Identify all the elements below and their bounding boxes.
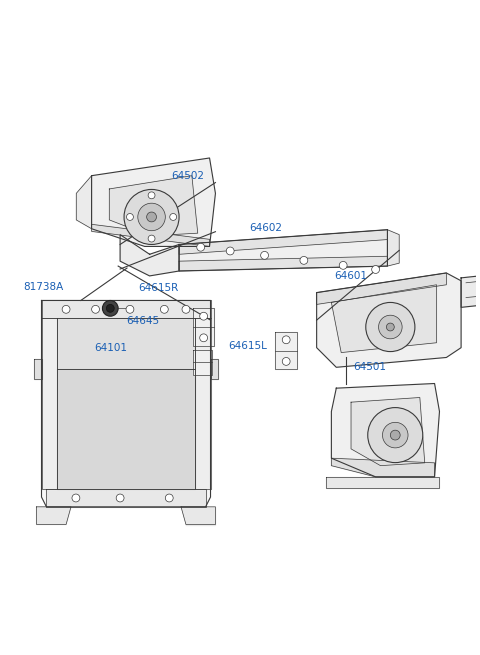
Circle shape	[372, 265, 380, 273]
Circle shape	[200, 312, 207, 320]
Circle shape	[92, 305, 99, 313]
Polygon shape	[193, 309, 215, 346]
Polygon shape	[211, 360, 218, 379]
Polygon shape	[331, 384, 440, 477]
Polygon shape	[57, 369, 195, 489]
Polygon shape	[41, 301, 211, 318]
Circle shape	[386, 323, 394, 331]
Circle shape	[72, 494, 80, 502]
Circle shape	[147, 212, 156, 222]
Circle shape	[170, 214, 177, 220]
Polygon shape	[47, 489, 205, 507]
Polygon shape	[179, 230, 387, 271]
Circle shape	[390, 430, 400, 440]
Polygon shape	[179, 230, 387, 254]
Polygon shape	[57, 318, 195, 369]
Circle shape	[148, 192, 155, 198]
Polygon shape	[331, 285, 436, 352]
Polygon shape	[195, 318, 211, 489]
Circle shape	[182, 305, 190, 313]
Circle shape	[102, 301, 118, 316]
Text: 64645: 64645	[126, 316, 159, 326]
Polygon shape	[36, 507, 71, 525]
Text: 64615L: 64615L	[228, 341, 267, 350]
Circle shape	[366, 303, 415, 352]
Polygon shape	[387, 230, 399, 266]
Polygon shape	[276, 332, 297, 369]
Polygon shape	[92, 158, 216, 246]
Circle shape	[126, 305, 134, 313]
Circle shape	[339, 261, 347, 269]
Polygon shape	[179, 256, 387, 271]
Polygon shape	[92, 224, 210, 246]
Polygon shape	[41, 318, 57, 489]
Text: 64501: 64501	[353, 362, 386, 373]
Polygon shape	[41, 301, 211, 507]
Circle shape	[197, 243, 204, 251]
Circle shape	[261, 252, 268, 259]
Circle shape	[116, 494, 124, 502]
Polygon shape	[331, 458, 434, 477]
Circle shape	[282, 358, 290, 365]
Circle shape	[107, 305, 114, 312]
Polygon shape	[109, 176, 198, 236]
Circle shape	[165, 494, 173, 502]
Circle shape	[138, 203, 165, 231]
Text: 64502: 64502	[172, 171, 204, 181]
Polygon shape	[461, 270, 480, 307]
Circle shape	[127, 214, 133, 220]
Circle shape	[379, 315, 402, 339]
Polygon shape	[34, 360, 41, 379]
Text: 64615R: 64615R	[139, 282, 179, 293]
Circle shape	[300, 256, 308, 264]
Polygon shape	[193, 350, 213, 375]
Text: 64101: 64101	[95, 343, 128, 353]
Polygon shape	[326, 477, 440, 488]
Polygon shape	[317, 273, 446, 305]
Text: 81738A: 81738A	[23, 282, 63, 292]
Polygon shape	[76, 176, 92, 229]
Text: 64602: 64602	[250, 223, 282, 233]
Polygon shape	[351, 398, 425, 466]
Circle shape	[200, 334, 207, 342]
Circle shape	[383, 422, 408, 448]
Circle shape	[148, 235, 155, 242]
Polygon shape	[317, 273, 461, 367]
Polygon shape	[120, 234, 179, 276]
Text: 64601: 64601	[335, 271, 367, 281]
Polygon shape	[181, 507, 216, 525]
Circle shape	[160, 305, 168, 313]
Circle shape	[226, 247, 234, 255]
Circle shape	[62, 305, 70, 313]
Circle shape	[124, 189, 179, 244]
Circle shape	[368, 407, 423, 462]
Circle shape	[282, 336, 290, 344]
